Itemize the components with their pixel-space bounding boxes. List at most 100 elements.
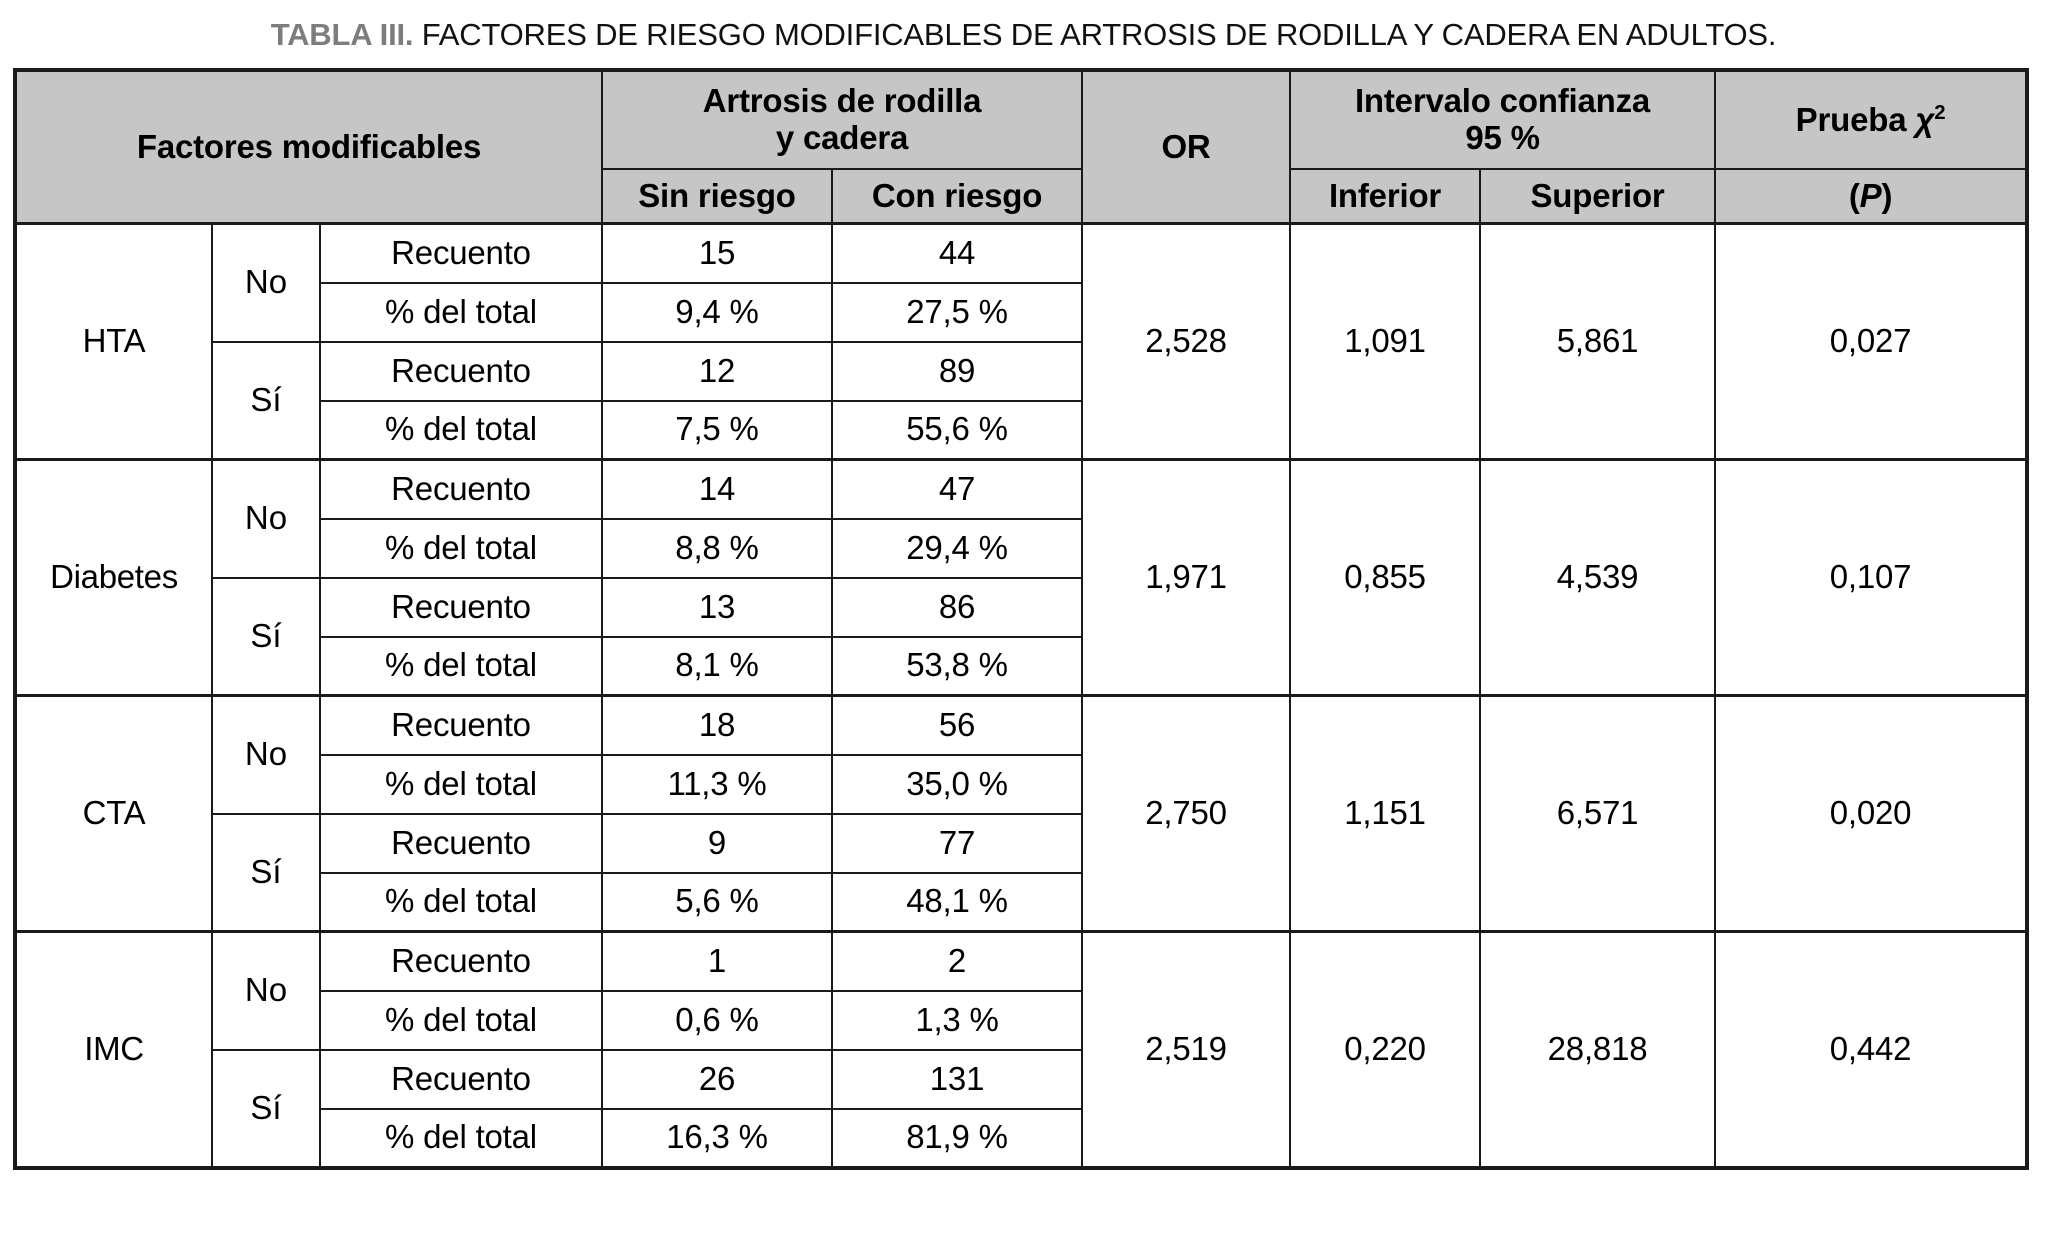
table-row: Sí Recuento 13 86 <box>15 576 2027 697</box>
table-row: Sí Recuento 26 131 <box>15 1048 2027 1169</box>
value-or: 1,971 <box>1081 458 1292 697</box>
table-row: % del total 8,1 % 53,8 % <box>15 635 2027 697</box>
value-sin-riesgo: 5,6 % <box>601 871 833 933</box>
factor-label-diabetes: Diabetes <box>14 458 213 697</box>
value-sin-riesgo: 0,6 % <box>601 989 833 1051</box>
value-sin-riesgo: 11,3 % <box>601 753 833 815</box>
value-sin-riesgo: 12 <box>601 340 833 402</box>
value-sin-riesgo: 8,8 % <box>601 517 833 579</box>
value-con-riesgo: 131 <box>830 1048 1084 1110</box>
value-con-riesgo: 89 <box>830 340 1084 402</box>
header-ci-inferior: Inferior <box>1289 168 1482 225</box>
header-ci-superior: Superior <box>1479 168 1717 225</box>
table-row: Sí Recuento 12 89 <box>15 340 2027 461</box>
table-row: % del total 5,6 % 48,1 % <box>15 871 2027 933</box>
measure-label: Recuento <box>319 694 603 756</box>
measure-label: % del total <box>319 871 603 933</box>
table-number-label: TABLA III. <box>270 17 414 52</box>
value-or: 2,750 <box>1081 694 1292 933</box>
factor-label-hta: HTA <box>14 222 213 461</box>
table-row: Diabetes No Recuento 14 47 1,971 0,855 4… <box>14 458 2029 697</box>
value-sin-riesgo: 9 <box>601 812 833 874</box>
measure-label: % del total <box>319 281 603 343</box>
header-prueba-chi-cuadrado: Prueba χ2 <box>1714 69 2029 170</box>
measure-label: % del total <box>319 517 603 579</box>
value-con-riesgo: 55,6 % <box>830 399 1084 461</box>
header-artrosis-line1: Artrosis de rodilla <box>702 82 982 120</box>
header-or: OR <box>1081 69 1292 225</box>
table-row: % del total 8,8 % 29,4 % <box>15 517 2027 579</box>
table-row: Sí Recuento 9 77 <box>15 812 2027 933</box>
value-con-riesgo: 44 <box>830 222 1084 284</box>
value-con-riesgo: 1,3 % <box>830 989 1084 1051</box>
value-con-riesgo: 47 <box>830 458 1084 520</box>
p-open-paren: ( <box>1848 176 1860 214</box>
header-prueba-prefix: Prueba <box>1795 100 1916 138</box>
value-con-riesgo: 35,0 % <box>830 753 1084 815</box>
factor-label-cta: CTA <box>14 694 213 933</box>
value-con-riesgo: 2 <box>830 930 1084 992</box>
value-con-riesgo: 86 <box>830 576 1084 638</box>
measure-label: Recuento <box>319 458 603 520</box>
value-or: 2,519 <box>1081 930 1292 1169</box>
header-p-value: (P) <box>1714 168 2029 225</box>
value-ci-inferior: 0,220 <box>1289 930 1482 1169</box>
level-label: Sí <box>211 1048 321 1169</box>
header-factores-modificables: Factores modificables <box>14 69 603 225</box>
value-sin-riesgo: 13 <box>601 576 833 638</box>
value-p: 0,442 <box>1714 930 2029 1169</box>
value-con-riesgo: 56 <box>830 694 1084 756</box>
value-sin-riesgo: 18 <box>601 694 833 756</box>
table-row: % del total 11,3 % 35,0 % <box>15 753 2027 815</box>
table-row: % del total 16,3 % 81,9 % <box>15 1107 2027 1169</box>
table-row: CTA No Recuento 18 56 2,750 1,151 6,571 … <box>14 694 2029 933</box>
measure-label: Recuento <box>319 340 603 402</box>
value-sin-riesgo: 7,5 % <box>601 399 833 461</box>
value-sin-riesgo: 1 <box>601 930 833 992</box>
p-symbol: P <box>1859 176 1882 214</box>
value-sin-riesgo: 14 <box>601 458 833 520</box>
table-row: % del total 0,6 % 1,3 % <box>15 989 2027 1051</box>
value-con-riesgo: 77 <box>830 812 1084 874</box>
header-con-riesgo: Con riesgo <box>830 168 1084 225</box>
value-con-riesgo: 27,5 % <box>830 281 1084 343</box>
header-row-sub: Sin riesgo Con riesgo Inferior Superior … <box>15 168 2029 225</box>
header-sin-riesgo: Sin riesgo <box>601 168 833 225</box>
header-row-top: Factores modificables Artrosis de rodill… <box>14 69 2029 225</box>
measure-label: Recuento <box>319 1048 603 1110</box>
level-label: No <box>211 222 321 343</box>
table-header: Factores modificables Artrosis de rodill… <box>14 69 2029 225</box>
table-row: % del total 7,5 % 55,6 % <box>15 399 2027 461</box>
header-artrosis-group: Artrosis de rodilla y cadera <box>600 69 1084 170</box>
value-con-riesgo: 53,8 % <box>830 635 1084 697</box>
measure-label: % del total <box>319 399 603 461</box>
value-con-riesgo: 48,1 % <box>830 871 1084 933</box>
level-label: No <box>211 458 321 579</box>
value-p: 0,020 <box>1714 694 2029 933</box>
value-sin-riesgo: 9,4 % <box>601 281 833 343</box>
value-ci-inferior: 0,855 <box>1289 458 1482 697</box>
header-intervalo-confianza-group: Intervalo confianza 95 % <box>1289 69 1717 170</box>
value-sin-riesgo: 15 <box>601 222 833 284</box>
table-title-text: FACTORES DE RIESGO MODIFICABLES DE ARTRO… <box>413 17 1777 52</box>
table-row: % del total 9,4 % 27,5 % <box>15 281 2027 343</box>
value-ci-inferior: 1,091 <box>1289 222 1482 461</box>
page-title: TABLA III. FACTORES DE RIESGO MODIFICABL… <box>0 16 2047 54</box>
value-sin-riesgo: 8,1 % <box>601 635 833 697</box>
value-p: 0,027 <box>1714 222 2029 461</box>
risk-factors-table: Factores modificables Artrosis de rodill… <box>13 68 2030 1170</box>
level-label: Sí <box>211 340 321 461</box>
measure-label: Recuento <box>319 576 603 638</box>
measure-label: Recuento <box>319 222 603 284</box>
measure-label: Recuento <box>319 812 603 874</box>
value-con-riesgo: 29,4 % <box>830 517 1084 579</box>
value-sin-riesgo: 16,3 % <box>601 1107 833 1169</box>
level-label: Sí <box>211 576 321 697</box>
header-ci-line1: Intervalo confianza <box>1354 82 1651 120</box>
measure-label: % del total <box>319 1107 603 1169</box>
value-con-riesgo: 81,9 % <box>830 1107 1084 1169</box>
table-row: HTA No Recuento 15 44 2,528 1,091 5,861 … <box>14 222 2029 461</box>
level-label: No <box>211 930 321 1051</box>
level-label: No <box>211 694 321 815</box>
